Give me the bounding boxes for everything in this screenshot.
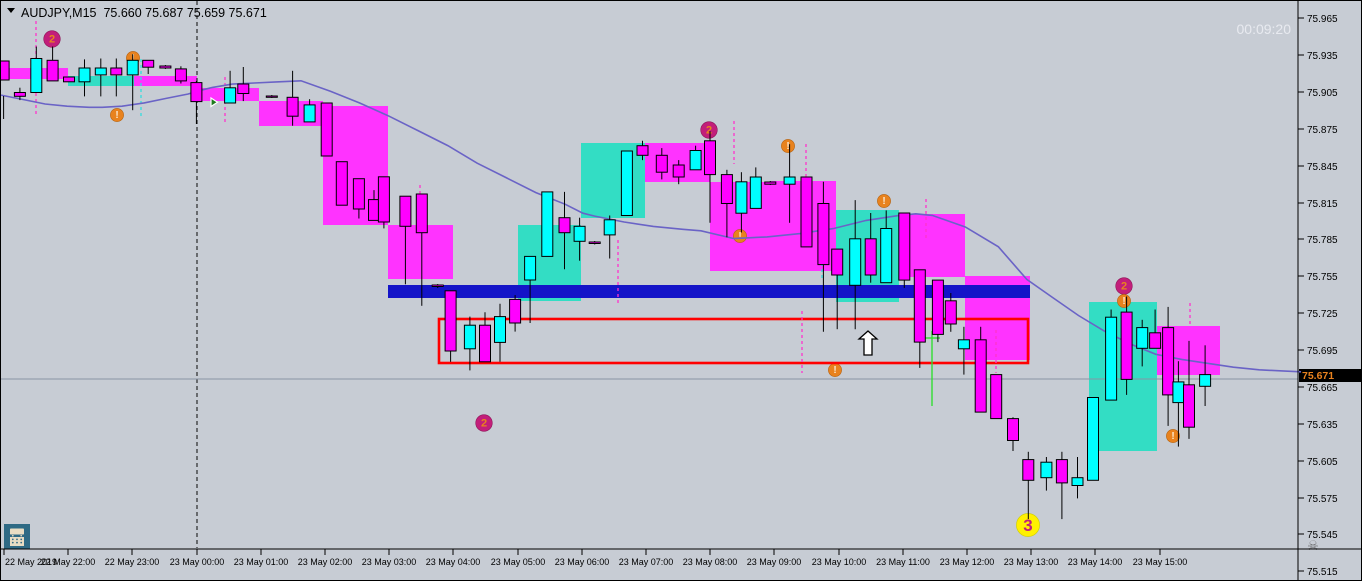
svg-text:75.785: 75.785: [1307, 235, 1338, 246]
svg-text:23 May 03:00: 23 May 03:00: [362, 557, 417, 567]
svg-text:75.725: 75.725: [1307, 309, 1338, 320]
svg-text:23 May 09:00: 23 May 09:00: [747, 557, 802, 567]
svg-text:75.665: 75.665: [1307, 383, 1338, 394]
svg-text:2: 2: [706, 125, 712, 137]
svg-text:23 May 02:00: 23 May 02:00: [298, 557, 353, 567]
svg-text:23 May 04:00: 23 May 04:00: [426, 557, 481, 567]
svg-text:23 May 10:00: 23 May 10:00: [812, 557, 867, 567]
svg-text:22 May 22:00: 22 May 22:00: [41, 557, 96, 567]
svg-text:75.515: 75.515: [1307, 567, 1338, 578]
svg-text:!: !: [882, 196, 885, 207]
svg-text:75.815: 75.815: [1307, 199, 1338, 210]
svg-text:23 May 06:00: 23 May 06:00: [555, 557, 610, 567]
svg-text:23 May 08:00: 23 May 08:00: [683, 557, 738, 567]
svg-text:00:09:20: 00:09:20: [1237, 21, 1292, 37]
svg-text:75.875: 75.875: [1307, 125, 1338, 136]
svg-text:2: 2: [1121, 281, 1127, 293]
svg-text:2: 2: [481, 418, 487, 430]
svg-text:75.575: 75.575: [1307, 494, 1338, 505]
svg-text:75.755: 75.755: [1307, 272, 1338, 283]
svg-text:75.695: 75.695: [1307, 346, 1338, 357]
svg-text:75.671: 75.671: [1302, 370, 1334, 382]
svg-text:23 May 05:00: 23 May 05:00: [491, 557, 546, 567]
svg-text:75.965: 75.965: [1307, 14, 1338, 25]
svg-text:22 May 23:00: 22 May 23:00: [105, 557, 160, 567]
svg-text:!: !: [833, 365, 836, 376]
svg-text:75.605: 75.605: [1307, 457, 1338, 468]
svg-text:2: 2: [49, 34, 55, 46]
svg-text:23 May 14:00: 23 May 14:00: [1068, 557, 1123, 567]
svg-text:75.845: 75.845: [1307, 162, 1338, 173]
svg-text:75.635: 75.635: [1307, 420, 1338, 431]
svg-text:75.905: 75.905: [1307, 88, 1338, 99]
svg-text:23 May 01:00: 23 May 01:00: [234, 557, 289, 567]
svg-text:23 May 11:00: 23 May 11:00: [876, 557, 930, 567]
svg-text:!: !: [115, 110, 118, 121]
svg-text:23 May 00:00: 23 May 00:00: [170, 557, 225, 567]
svg-text:23 May 13:00: 23 May 13:00: [1004, 557, 1059, 567]
svg-text:23 May 12:00: 23 May 12:00: [940, 557, 995, 567]
svg-text:23 May 07:00: 23 May 07:00: [619, 557, 674, 567]
svg-text:!: !: [1122, 296, 1125, 307]
svg-text:23 May 15:00: 23 May 15:00: [1133, 557, 1188, 567]
svg-text:75.545: 75.545: [1307, 530, 1338, 541]
svg-text:!: !: [738, 231, 741, 242]
svg-text:!: !: [1171, 431, 1174, 442]
svg-text:75.935: 75.935: [1307, 51, 1338, 62]
